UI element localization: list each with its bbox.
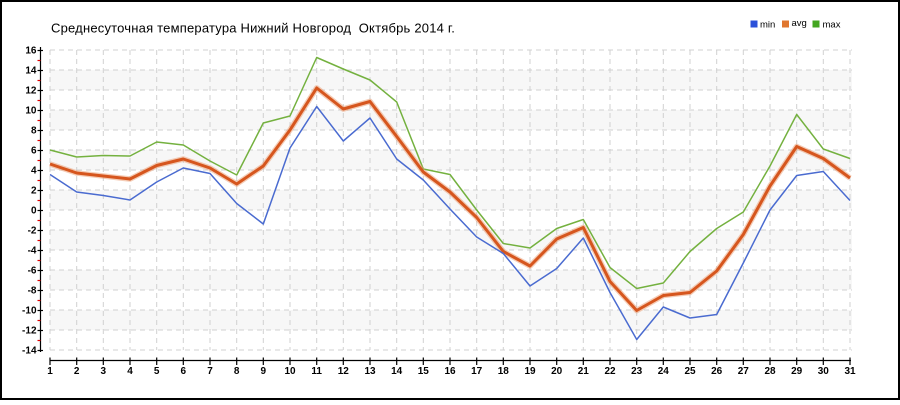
svg-text:19: 19 <box>524 366 536 377</box>
svg-text:6: 6 <box>181 366 187 377</box>
svg-text:30: 30 <box>818 366 830 377</box>
svg-text:Среднесуточная температура Ниж: Среднесуточная температура Нижний Новгор… <box>51 21 455 36</box>
svg-text:14: 14 <box>391 366 403 377</box>
svg-text:16: 16 <box>444 366 456 377</box>
svg-text:23: 23 <box>631 366 643 377</box>
svg-text:-12: -12 <box>22 326 37 337</box>
svg-text:-8: -8 <box>28 286 37 297</box>
svg-text:20: 20 <box>551 366 563 377</box>
svg-text:12: 12 <box>25 86 37 97</box>
svg-text:22: 22 <box>604 366 616 377</box>
svg-text:min: min <box>760 20 775 31</box>
svg-text:9: 9 <box>261 366 267 377</box>
svg-text:10: 10 <box>25 106 37 117</box>
svg-text:25: 25 <box>684 366 696 377</box>
svg-text:max: max <box>823 20 841 31</box>
svg-text:21: 21 <box>578 366 590 377</box>
svg-text:18: 18 <box>498 366 510 377</box>
svg-text:28: 28 <box>764 366 776 377</box>
svg-text:26: 26 <box>711 366 723 377</box>
svg-text:13: 13 <box>364 366 376 377</box>
svg-text:7: 7 <box>207 366 213 377</box>
svg-text:-4: -4 <box>28 246 37 257</box>
svg-text:0: 0 <box>31 206 37 217</box>
svg-text:10: 10 <box>284 366 296 377</box>
svg-text:-2: -2 <box>28 226 37 237</box>
svg-text:24: 24 <box>658 366 670 377</box>
svg-text:-10: -10 <box>22 306 37 317</box>
svg-text:8: 8 <box>31 126 37 137</box>
svg-text:2: 2 <box>74 366 80 377</box>
svg-text:1: 1 <box>47 366 53 377</box>
svg-text:8: 8 <box>234 366 240 377</box>
svg-text:31: 31 <box>844 366 856 377</box>
svg-text:27: 27 <box>738 366 750 377</box>
svg-text:15: 15 <box>418 366 430 377</box>
svg-text:avg: avg <box>792 18 807 29</box>
svg-text:5: 5 <box>154 366 160 377</box>
svg-text:2: 2 <box>31 186 37 197</box>
svg-text:29: 29 <box>791 366 803 377</box>
svg-text:12: 12 <box>338 366 350 377</box>
svg-text:-6: -6 <box>28 266 37 277</box>
svg-text:3: 3 <box>101 366 107 377</box>
svg-text:-14: -14 <box>22 346 37 357</box>
svg-text:4: 4 <box>127 366 133 377</box>
svg-text:17: 17 <box>471 366 483 377</box>
svg-text:14: 14 <box>25 66 37 77</box>
svg-text:16: 16 <box>25 46 37 57</box>
svg-text:4: 4 <box>31 166 37 177</box>
svg-text:6: 6 <box>31 146 37 157</box>
svg-text:11: 11 <box>311 366 322 377</box>
